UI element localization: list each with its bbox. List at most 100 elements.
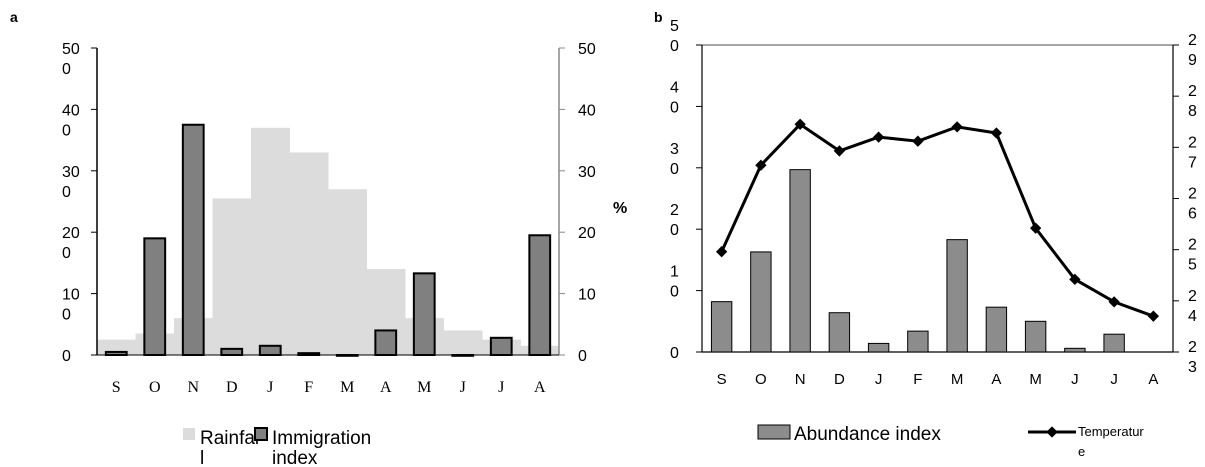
abundance-bar [750, 251, 772, 353]
immigration-bar [374, 329, 398, 357]
left-tick-label: 0 [670, 345, 679, 362]
immigration-bar [528, 234, 552, 357]
right-tick-label: 40 [578, 102, 596, 119]
rainfall-area-segment [328, 189, 367, 355]
abundance-bar [1024, 320, 1047, 353]
x-tick-label: S [112, 379, 121, 396]
left-tick-label: 30 0 [62, 164, 80, 201]
abundance-bar [789, 169, 811, 353]
panel-a: a 0 10 0 20 0 30 0 40 0 50 0 0 10 20 30 40 50% S O N D J F M A M J J… [10, 9, 627, 467]
temperature-point [990, 127, 1003, 139]
panel-b: b 0 1 0 2 0 3 0 4 0 5 0 2 3 2 4 2 5 2 6 2 7 2 8 2 9 S O N D J F M A M J J A Ab… [654, 9, 1197, 459]
temperature-point [1108, 296, 1120, 308]
x-tick-label: J [460, 379, 466, 396]
right-tick-label: 50 [578, 41, 596, 58]
x-tick-label: M [340, 379, 354, 396]
immigration-bar [143, 237, 167, 356]
abundance-bar [907, 330, 929, 353]
legend-temperature-marker [1046, 426, 1058, 438]
abundance-bar [867, 342, 890, 353]
temperature-point [755, 159, 767, 171]
immigration-bar [258, 344, 282, 357]
x-tick-label: F [913, 371, 922, 388]
abundance-bar [1064, 347, 1086, 353]
left-tick-label: 0 [62, 348, 71, 365]
legend-rainfall-label: Rainfal l [200, 428, 259, 467]
temperature-point [1029, 222, 1042, 234]
x-tick-label: A [380, 379, 392, 396]
right-tick-label: 30 [578, 164, 596, 181]
immigration-bar [220, 347, 244, 356]
right-tick-label: 10 [578, 287, 596, 304]
panel-b-label: b [654, 9, 663, 25]
x-tick-label: M [1029, 371, 1042, 388]
left-tick-label: 20 0 [62, 225, 80, 262]
left-tick-label: 40 0 [62, 102, 80, 139]
abundance-bar [1103, 333, 1125, 353]
x-tick-label: J [498, 379, 504, 396]
left-tick-label: 10 0 [62, 287, 80, 324]
x-tick-label: J [1110, 371, 1118, 388]
abundance-bar [710, 301, 733, 353]
immigration-bar [489, 336, 513, 357]
temperature-point [1147, 310, 1160, 322]
x-tick-label: J [1071, 371, 1079, 388]
abundance-bar [946, 239, 968, 353]
x-tick-label: J [875, 371, 883, 388]
temperature-point [1069, 273, 1081, 286]
right-tick-label: 0 [578, 348, 587, 365]
x-tick-label: M [417, 379, 431, 396]
right-tick-label: 20 [578, 225, 596, 242]
x-tick-label: O [149, 379, 161, 396]
x-tick-label: D [834, 371, 845, 388]
rainfall-area-segment [443, 330, 483, 355]
temperature-line [720, 122, 1154, 318]
x-tick-label: A [534, 379, 546, 396]
abundance-bar [985, 306, 1008, 353]
legend-rainfall-swatch [183, 428, 195, 440]
x-tick-label: N [795, 371, 806, 388]
immigration-bar [412, 272, 436, 357]
legend-temperature-label: Temperatur e [1078, 424, 1144, 459]
immigration-bar [335, 354, 359, 357]
temperature-point [872, 131, 885, 143]
x-tick-label: D [226, 379, 238, 396]
x-tick-label: M [951, 371, 964, 388]
rainfall-area-segment [212, 198, 252, 355]
x-tick-label: A [1148, 371, 1158, 388]
legend-abundance-label: Abundance index [794, 424, 941, 445]
immigration-bar [104, 350, 128, 356]
x-tick-label: A [991, 371, 1001, 388]
x-tick-label: J [267, 379, 273, 396]
left-tick-label: 50 0 [62, 41, 80, 78]
rainfall-area-segment [289, 152, 329, 355]
x-tick-label: O [755, 371, 767, 388]
x-tick-label: S [717, 371, 727, 388]
legend-abundance-swatch [757, 424, 791, 440]
legend-immigration-swatch [254, 427, 268, 441]
right-axis-label: % [613, 200, 627, 217]
temperature-point [912, 135, 924, 147]
x-tick-label: N [187, 379, 199, 396]
legend-immigration-label: Immigration index [272, 428, 371, 467]
immigration-bar [451, 354, 475, 357]
temperature-point [715, 246, 728, 258]
immigration-bar [297, 352, 321, 356]
abundance-bar [828, 312, 851, 353]
temperature-point [833, 145, 846, 157]
immigration-bar [181, 123, 205, 356]
temperature-point [951, 121, 963, 133]
